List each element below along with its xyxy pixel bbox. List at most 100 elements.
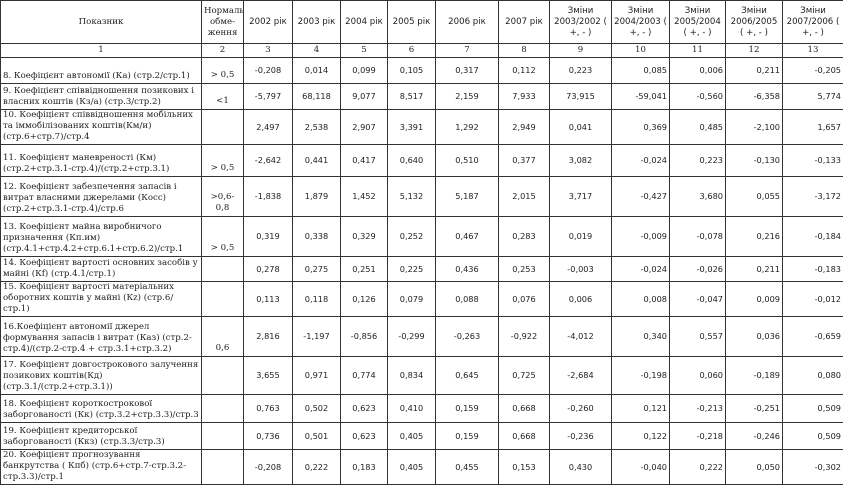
change-value: 0,085 (612, 58, 670, 84)
change-value: -0,024 (612, 145, 670, 177)
change-value: -0,133 (783, 145, 843, 177)
change-value: -0,183 (783, 257, 843, 282)
norm-value (202, 423, 244, 450)
norm-value (202, 450, 244, 485)
change-value: 73,915 (550, 84, 612, 110)
year-value: 0,159 (436, 395, 499, 423)
change-value: -0,260 (550, 395, 612, 423)
change-value: 0,008 (612, 282, 670, 317)
change-value: -0,130 (726, 145, 783, 177)
change-value: 0,036 (726, 317, 783, 357)
year-value: 0,338 (293, 217, 341, 257)
table-row: 14. Коефіцієнт вартості основних засобів… (1, 257, 843, 282)
column-number: 4 (293, 44, 341, 58)
year-value: 0,377 (499, 145, 550, 177)
year-value: 0,183 (341, 450, 388, 485)
year-value: 2,497 (244, 110, 293, 145)
column-number: 6 (388, 44, 436, 58)
year-value: 0,275 (293, 257, 341, 282)
header-indicator: Показник (1, 1, 202, 44)
column-number: 3 (244, 44, 293, 58)
year-value: 0,971 (293, 357, 341, 395)
change-value: 3,717 (550, 177, 612, 217)
year-value: 0,222 (293, 450, 341, 485)
table-row: 9. Коефіцієнт співвідношення позикових і… (1, 84, 843, 110)
change-value: 0,060 (670, 357, 726, 395)
indicator-label: 10. Коефіцієнт співвідношення мобільних … (1, 110, 202, 145)
header-col-13: Зміни 2007/2006 ( +, - ) (783, 1, 843, 44)
change-value: 5,774 (783, 84, 843, 110)
norm-value (202, 357, 244, 395)
column-number: 12 (726, 44, 783, 58)
header-col-12: Зміни 2006/2005 ( +, - ) (726, 1, 783, 44)
year-value: 0,763 (244, 395, 293, 423)
indicator-label: 13. Коефіцієнт майна виробничого признач… (1, 217, 202, 257)
change-value: 0,509 (783, 423, 843, 450)
year-value: -0,299 (388, 317, 436, 357)
year-value: 0,405 (388, 450, 436, 485)
change-value: -0,189 (726, 357, 783, 395)
table-row: 12. Коефіцієнт забезпечення запасів і ви… (1, 177, 843, 217)
column-number: 13 (783, 44, 843, 58)
year-value: 0,502 (293, 395, 341, 423)
year-value: 0,118 (293, 282, 341, 317)
year-value: 0,668 (499, 395, 550, 423)
change-value: -59,041 (612, 84, 670, 110)
year-value: 2,907 (341, 110, 388, 145)
year-value: 0,225 (388, 257, 436, 282)
change-value: 0,006 (670, 58, 726, 84)
year-value: 9,077 (341, 84, 388, 110)
year-value: 0,725 (499, 357, 550, 395)
change-value: -0,246 (726, 423, 783, 450)
header-col-4: 2003 рік (293, 1, 341, 44)
year-value: 2,816 (244, 317, 293, 357)
year-value: 0,834 (388, 357, 436, 395)
year-value: 0,113 (244, 282, 293, 317)
year-value: 0,405 (388, 423, 436, 450)
year-value: 0,774 (341, 357, 388, 395)
year-value: 0,159 (436, 423, 499, 450)
column-number: 7 (436, 44, 499, 58)
change-value: -4,012 (550, 317, 612, 357)
year-value: 8,517 (388, 84, 436, 110)
indicator-label: 15. Коефіцієнт вартості матеріальних обо… (1, 282, 202, 317)
year-value: 0,153 (499, 450, 550, 485)
table-row: 8. Коефіцієнт автономії (Ка) (стр.2/стр.… (1, 58, 843, 84)
year-value: 0,088 (436, 282, 499, 317)
change-value: 3,082 (550, 145, 612, 177)
year-value: 2,015 (499, 177, 550, 217)
year-value: -1,838 (244, 177, 293, 217)
year-value: 0,126 (341, 282, 388, 317)
year-value: 1,879 (293, 177, 341, 217)
year-value: 0,099 (341, 58, 388, 84)
year-value: 7,933 (499, 84, 550, 110)
year-value: 0,510 (436, 145, 499, 177)
norm-value (202, 282, 244, 317)
change-value: -0,560 (670, 84, 726, 110)
year-value: 0,645 (436, 357, 499, 395)
year-value: 0,410 (388, 395, 436, 423)
indicator-label: 9. Коефіцієнт співвідношення позикових і… (1, 84, 202, 110)
table-row: 11. Коефіцієнт маневреності (Км) (стр.2+… (1, 145, 843, 177)
table-row: 10. Коефіцієнт співвідношення мобільних … (1, 110, 843, 145)
change-value: -0,427 (612, 177, 670, 217)
change-value: -0,205 (783, 58, 843, 84)
year-value: 0,623 (341, 395, 388, 423)
change-value: -0,024 (612, 257, 670, 282)
year-value: 2,949 (499, 110, 550, 145)
year-value: 0,467 (436, 217, 499, 257)
change-value: 0,369 (612, 110, 670, 145)
column-number: 2 (202, 44, 244, 58)
change-value: -0,009 (612, 217, 670, 257)
year-value: 0,253 (499, 257, 550, 282)
indicator-label: 14. Коефіцієнт вартості основних засобів… (1, 257, 202, 282)
change-value: -0,003 (550, 257, 612, 282)
change-value: -0,236 (550, 423, 612, 450)
change-value: 0,122 (612, 423, 670, 450)
indicator-label: 16.Коефіцієнт автономії джерел формуванн… (1, 317, 202, 357)
header-col-8: 2007 рік (499, 1, 550, 44)
norm-value: > 0,5 (202, 58, 244, 84)
table-row: 15. Коефіцієнт вартості матеріальних обо… (1, 282, 843, 317)
